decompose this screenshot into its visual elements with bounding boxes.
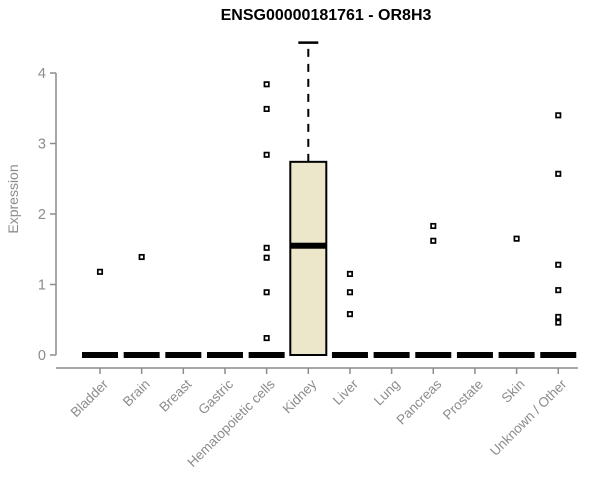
y-tick-label: 0 (38, 348, 46, 364)
outlier-point-unknown-other (555, 313, 562, 320)
x-tick-label-kidney: Kidney (280, 376, 320, 416)
median-line-kidney (290, 242, 327, 249)
outlier-point-liver (346, 270, 354, 277)
outlier-point-pancreas (430, 237, 437, 244)
flat-box-gastric (206, 352, 243, 358)
x-tick-label-skin: Skin (499, 377, 528, 406)
outlier-point-unknown-other (555, 287, 562, 294)
outlier-point-unknown-other (555, 261, 562, 268)
flat-box-unknown-other (540, 352, 577, 358)
outlier-point-liver (346, 289, 354, 296)
outlier-point-unknown-other (555, 319, 562, 326)
flat-box-hematopoietic-cells (248, 352, 285, 358)
outlier-point-hematopoietic-cells (263, 81, 270, 88)
outlier-point-skin (513, 235, 520, 242)
outlier-point-hematopoietic-cells (263, 335, 270, 342)
y-tick-label: 2 (38, 207, 46, 223)
flat-box-lung (373, 352, 410, 358)
flat-box-liver (331, 352, 368, 358)
flat-box-skin (498, 352, 535, 358)
x-tick-label-prostate: Prostate (440, 377, 486, 423)
flat-box-prostate (456, 352, 493, 358)
box-kidney (289, 160, 328, 356)
outlier-point-liver (346, 311, 354, 318)
chart-title: ENSG00000181761 - OR8H3 (220, 7, 432, 24)
flat-box-bladder (82, 352, 118, 358)
x-tick-label-breast: Breast (156, 376, 194, 414)
outlier-point-hematopoietic-cells (263, 289, 270, 296)
x-tick-label-unknown-other: Unknown / Other (487, 376, 570, 459)
x-tick-label-gastric: Gastric (195, 376, 236, 417)
flat-box-pancreas (415, 352, 452, 358)
outlier-point-brain (138, 253, 145, 261)
y-tick-label: 4 (38, 66, 46, 82)
outlier-point-hematopoietic-cells (263, 105, 270, 113)
outlier-point-unknown-other (555, 112, 562, 119)
y-tick-label: 1 (38, 278, 46, 294)
x-tick-label-lung: Lung (371, 377, 403, 409)
x-tick-label-pancreas: Pancreas (393, 376, 444, 427)
x-tick-label-brain: Brain (120, 377, 153, 410)
x-tick-label-bladder: Bladder (68, 376, 112, 420)
outlier-point-hematopoietic-cells (263, 254, 270, 261)
x-tick-label-liver: Liver (330, 376, 362, 408)
flat-box-breast (165, 352, 202, 358)
outlier-point-unknown-other (555, 170, 562, 177)
flat-box-brain (123, 352, 160, 358)
outlier-point-hematopoietic-cells (263, 151, 270, 158)
y-tick-label: 3 (38, 137, 46, 153)
outlier-point-pancreas (430, 222, 437, 230)
outlier-point-hematopoietic-cells (263, 244, 270, 251)
outlier-point-bladder (96, 268, 104, 275)
